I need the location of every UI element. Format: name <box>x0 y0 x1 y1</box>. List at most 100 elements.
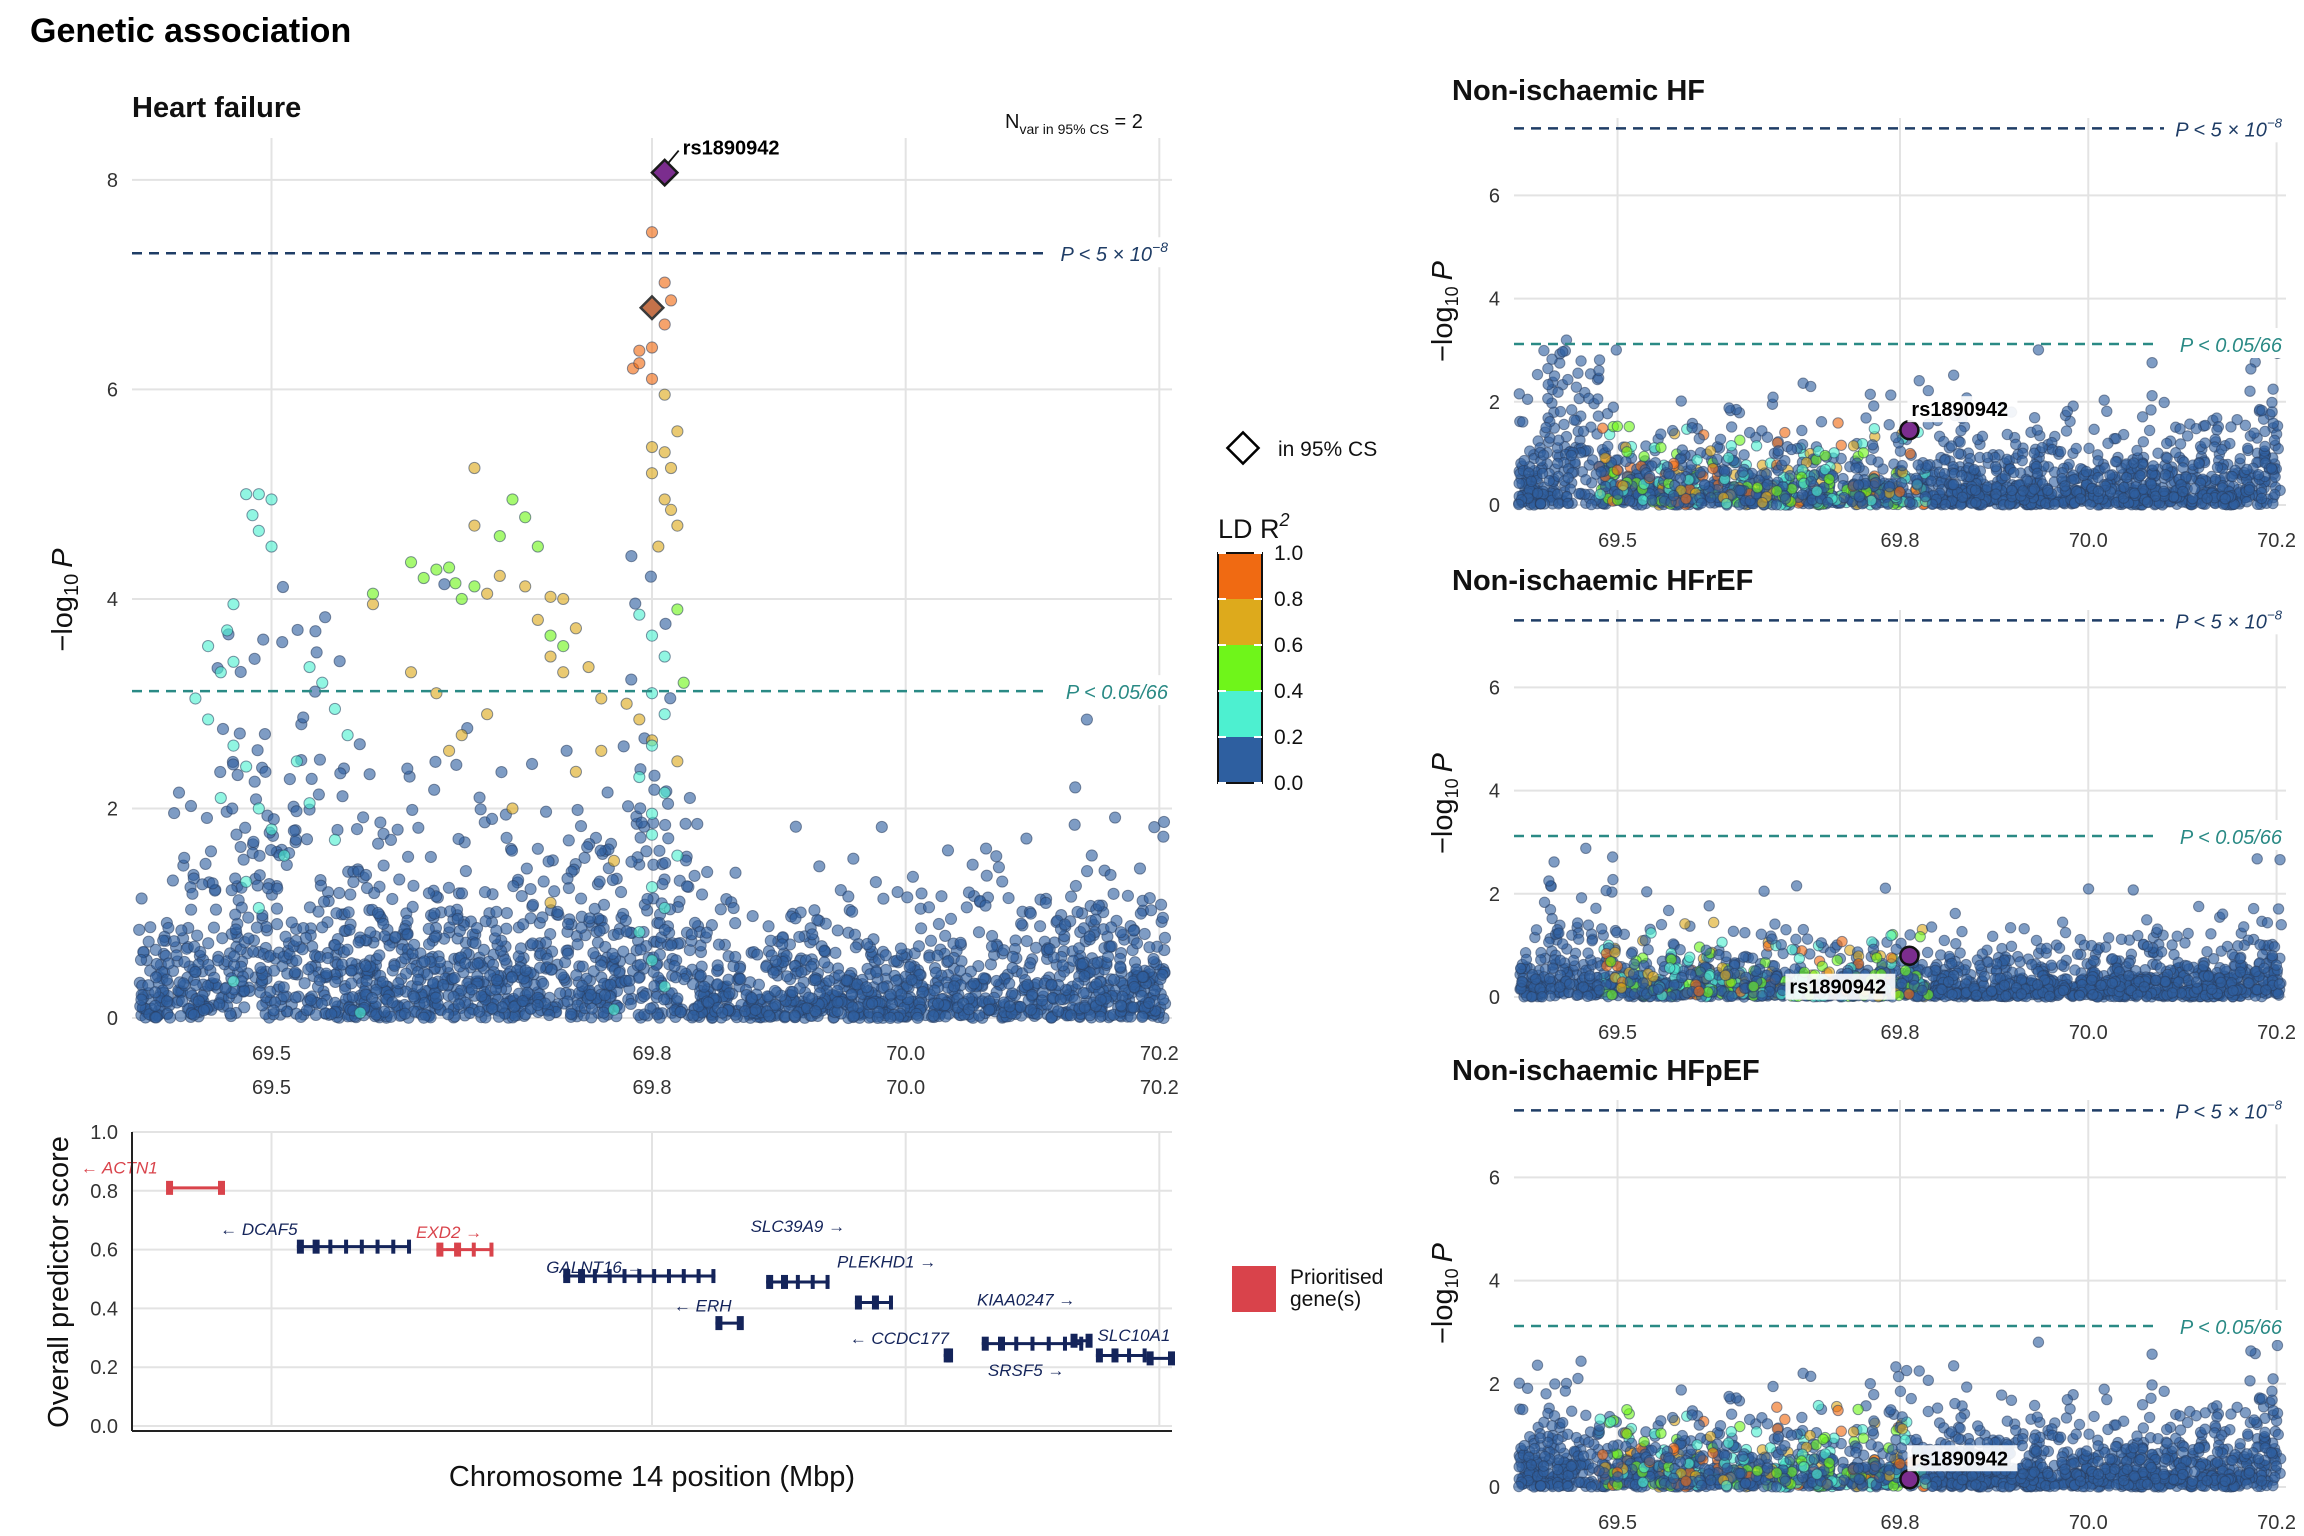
snp-point <box>2211 424 2223 436</box>
snp-point-ld <box>290 755 303 768</box>
snp-point <box>906 870 920 883</box>
snp-point <box>1868 400 1880 412</box>
snp-point-ld <box>645 226 659 239</box>
snp-point <box>1911 478 1923 490</box>
gene-exon <box>888 1295 893 1310</box>
snp-point <box>691 817 704 831</box>
snp-point <box>634 802 647 815</box>
snp-point <box>1779 493 1792 505</box>
gene-exon <box>652 1269 657 1284</box>
snp-point <box>1725 440 1737 452</box>
snp-point <box>1143 891 1156 905</box>
snp-point <box>1904 496 1916 509</box>
snp-point <box>597 1006 610 1019</box>
snp-point <box>459 864 472 878</box>
snp-point <box>845 988 858 1001</box>
snp-point <box>250 921 264 934</box>
snp-point <box>714 903 727 916</box>
snp-point-ld <box>677 676 690 689</box>
snp-point <box>175 924 188 937</box>
snp-point <box>1572 367 1584 379</box>
snp-point <box>271 882 284 895</box>
snp-point-ld <box>442 744 456 757</box>
lead-snp-label: rs1890942 <box>1911 399 2008 421</box>
snp-point <box>1864 388 1876 400</box>
snp-point <box>2074 493 2087 505</box>
snp-point <box>2269 488 2281 501</box>
snp-point <box>2266 406 2278 418</box>
snp-point-ld <box>658 388 671 401</box>
snp-point <box>2136 411 2149 423</box>
snp-point <box>2158 396 2170 409</box>
snp-point <box>377 917 390 930</box>
snp-point-ld <box>664 461 678 475</box>
snp-point <box>2255 492 2268 505</box>
gene-label-erh: ← ERH <box>674 1296 732 1315</box>
snp-point-ld <box>544 896 557 909</box>
snp-point <box>1114 999 1128 1012</box>
gene-exon <box>715 1316 723 1331</box>
snp-point <box>1896 459 1908 472</box>
snp-point <box>2070 442 2082 455</box>
snp-point <box>378 1005 391 1018</box>
snp-point <box>2010 438 2022 451</box>
snp-point <box>384 833 398 846</box>
snp-point <box>578 851 591 864</box>
snp-point <box>588 902 601 915</box>
snp-point <box>648 783 661 796</box>
snp-point <box>895 988 908 1001</box>
snp-point-ld <box>468 461 481 475</box>
snp-point <box>259 765 272 778</box>
gene-exon <box>854 1295 862 1310</box>
snp-point <box>665 939 678 952</box>
snp-point <box>2267 383 2279 395</box>
snp-point <box>2146 356 2158 369</box>
snp-point <box>1077 922 1090 935</box>
snp-point <box>659 617 672 630</box>
snp-point <box>813 860 826 873</box>
snp-point <box>1107 887 1120 900</box>
snp-point <box>695 888 709 901</box>
snp-point <box>776 938 789 951</box>
snp-point <box>519 964 532 977</box>
snp-point <box>1663 468 1675 480</box>
snp-point <box>177 977 190 990</box>
snp-point <box>319 611 332 624</box>
snp-point <box>1107 973 1121 986</box>
snp-point <box>716 1006 729 1019</box>
gene-label-dcaf5: ← DCAF5 <box>220 1220 298 1239</box>
snp-point <box>625 673 638 686</box>
snp-point <box>939 1010 952 1023</box>
snp-point <box>620 925 633 938</box>
snp-point <box>470 921 484 935</box>
snp-point <box>178 955 191 969</box>
snp-point <box>234 840 247 854</box>
snp-point <box>617 740 630 753</box>
snp-point <box>214 765 227 779</box>
snp-point <box>1577 425 1590 437</box>
snp-point <box>593 875 606 888</box>
snp-point-ld <box>227 739 240 752</box>
snp-point-ld <box>189 692 202 705</box>
gene-label-kiaa0247: KIAA0247 → <box>977 1291 1075 1310</box>
snp-point <box>253 849 266 862</box>
snp-point-ld <box>201 639 215 653</box>
snp-point <box>587 947 600 960</box>
main-x-tick-label: 69.5 <box>252 1043 291 1065</box>
snp-point <box>401 928 414 941</box>
snp-point <box>861 937 874 951</box>
nonischaemic-hfref-title: Non-ischaemic HFrEF <box>1452 565 1753 597</box>
snp-point <box>517 918 530 931</box>
snp-point <box>452 832 465 846</box>
snp-point <box>2158 485 2170 498</box>
snp-point <box>343 923 356 936</box>
snp-point-ld <box>671 755 684 768</box>
snp-point <box>1513 477 1525 490</box>
snp-point <box>537 977 550 990</box>
snp-point-ld <box>658 708 671 721</box>
snp-point <box>1085 849 1098 862</box>
snp-point <box>312 788 325 801</box>
snp-point <box>135 892 148 905</box>
snp-point <box>1024 907 1037 920</box>
snp-point <box>341 943 354 956</box>
